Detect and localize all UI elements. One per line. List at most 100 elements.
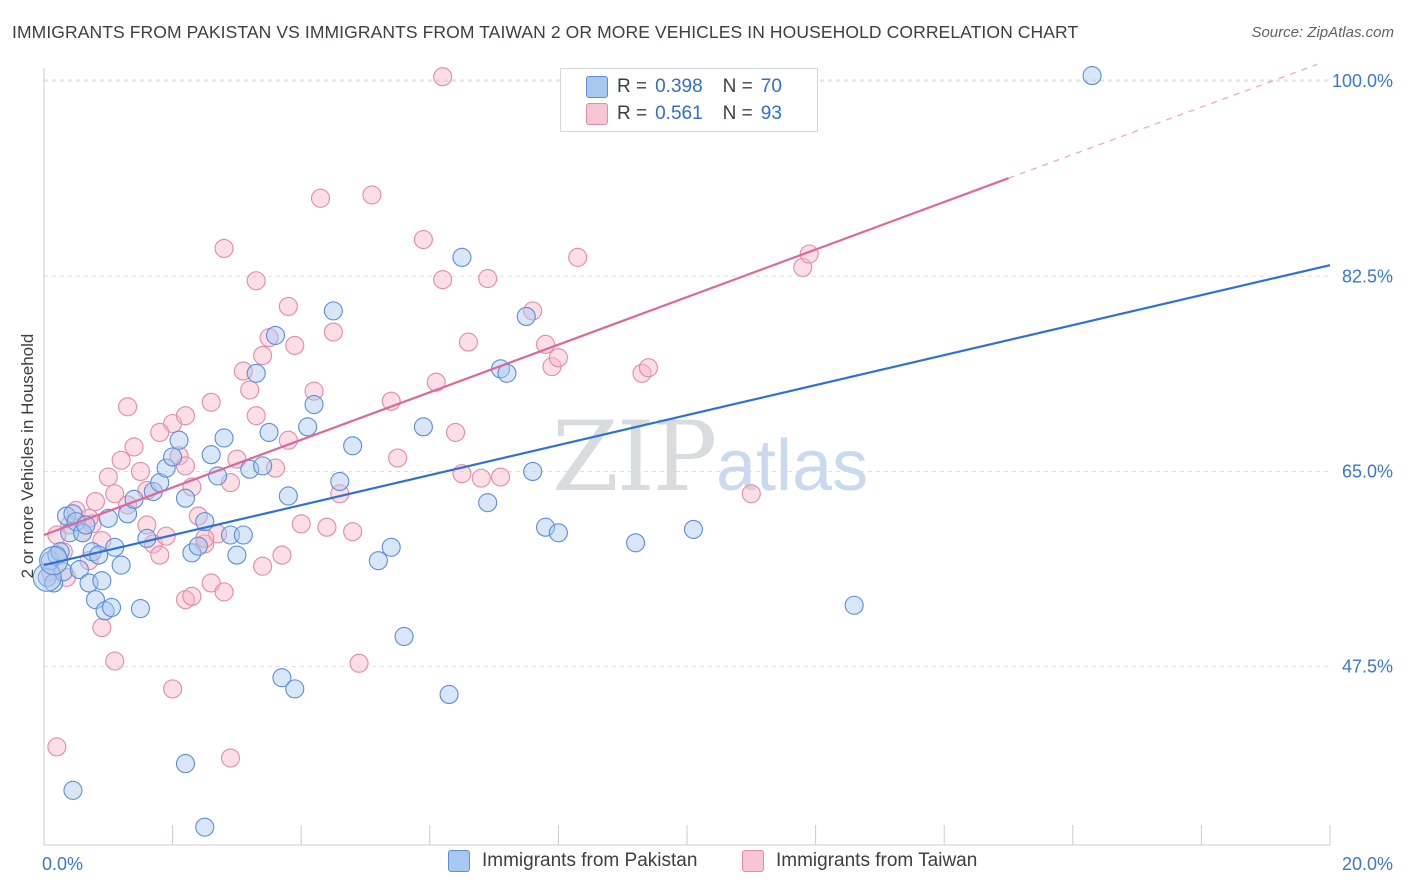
data-point-pakistan [272,668,292,688]
data-point-pakistan [298,417,318,437]
data-point-taiwan [201,392,221,412]
data-point-pakistan [478,493,498,513]
legend-r-label: R = [617,103,648,124]
data-point-taiwan [278,296,298,316]
data-point-pakistan [69,560,89,580]
data-point-taiwan [150,545,170,565]
data-point-pakistan [169,430,189,450]
data-point-pakistan [111,555,131,575]
data-point-taiwan [272,545,292,565]
y-tick-label: 82.5% [1342,266,1393,286]
data-point-taiwan [105,484,125,504]
x-tick-label: 0.0% [42,854,83,874]
data-point-taiwan [195,528,215,548]
data-point-taiwan [433,67,453,87]
data-point-taiwan [214,238,234,258]
data-point-taiwan [304,381,324,401]
data-point-pakistan [156,458,176,478]
data-point-taiwan [343,522,363,542]
data-point-pakistan [523,461,543,481]
data-point-taiwan [246,271,266,291]
legend-n-value-pakistan: 70 [760,76,782,97]
bottom-legend-swatch-taiwan [742,850,764,872]
data-point-taiwan [471,468,491,488]
trend-line-taiwan [43,177,1009,537]
data-point-taiwan [317,517,337,537]
data-point-pakistan [201,445,221,465]
data-point-taiwan [285,335,305,355]
data-point-pakistan [381,537,401,557]
data-point-pakistan [44,573,64,593]
legend-swatch-taiwan [586,103,608,125]
bottom-legend-label-taiwan: Immigrants from Taiwan [776,850,978,871]
watermark-zip: ZIP [552,401,715,513]
data-point-pakistan [626,533,646,553]
data-point-taiwan [85,491,105,512]
data-point-taiwan [362,185,382,205]
legend-n-label: N = [722,76,753,97]
data-point-taiwan [741,484,761,504]
legend-n-value-taiwan: 93 [760,103,782,124]
data-point-taiwan [169,446,189,466]
data-point-taiwan [240,380,260,400]
y-axis-title: 2 or more Vehicles in Household [18,333,37,579]
data-point-pakistan [89,545,109,565]
bottom-legend-pakistan: Immigrants from Pakistan [448,850,697,872]
watermark-atlas: atlas [716,426,868,506]
data-point-pakistan [548,523,568,543]
y-tick-label: 47.5% [1342,657,1393,677]
data-point-taiwan [548,348,568,368]
bottom-legend-label-pakistan: Immigrants from Pakistan [482,850,698,871]
data-point-pakistan [343,436,363,456]
data-point-taiwan [349,653,369,673]
chart-title: IMMIGRANTS FROM PAKISTAN VS IMMIGRANTS F… [12,22,1079,42]
data-point-pakistan [130,599,150,619]
legend-row-pakistan: R = 0.398 N = 70 [586,75,782,99]
bottom-legend-swatch-pakistan [448,850,470,872]
data-point-pakistan [259,422,279,442]
data-point-taiwan [150,422,170,442]
data-point-taiwan [490,467,511,487]
data-point-taiwan [124,437,144,457]
y-tick-label: 65.0% [1342,461,1393,481]
data-point-taiwan [458,332,478,352]
data-point-pakistan [304,394,324,415]
data-point-pakistan [188,536,208,556]
data-point-taiwan [92,618,112,638]
trend-line-pakistan [43,264,1331,567]
legend-r-value-taiwan: 0.561 [655,103,703,124]
data-point-taiwan [105,651,125,671]
y-tick-label: 100.0% [1332,71,1393,91]
data-point-pakistan [330,471,350,492]
data-point-taiwan [310,188,331,208]
data-point-taiwan [47,737,67,757]
data-point-taiwan [253,556,273,576]
legend-row-taiwan: R = 0.561 N = 93 [586,102,782,126]
data-point-pakistan [47,545,67,565]
data-point-pakistan [92,571,112,591]
data-point-pakistan [53,562,73,582]
data-point-pakistan [278,486,298,506]
data-point-pakistan [323,301,343,321]
data-point-taiwan [182,586,202,606]
x-tick-label: 20.0% [1342,854,1393,874]
data-point-pakistan [535,517,556,537]
data-point-pakistan [233,525,253,545]
data-point-taiwan [220,748,241,768]
data-point-pakistan [240,459,260,479]
bottom-legend-taiwan: Immigrants from Taiwan [742,850,977,872]
data-point-pakistan [246,363,266,383]
data-point-pakistan [844,595,864,615]
data-point-pakistan [85,590,105,610]
data-point-pakistan [516,306,536,326]
data-point-pakistan [63,780,83,800]
data-point-pakistan [214,428,234,448]
data-point-taiwan [478,268,498,289]
data-point-pakistan [63,504,83,524]
data-point-taiwan [253,345,273,366]
data-point-pakistan [285,679,305,699]
data-point-taiwan [291,514,311,534]
data-point-taiwan [413,229,433,250]
data-point-taiwan [214,582,234,602]
data-point-pakistan [195,817,215,837]
